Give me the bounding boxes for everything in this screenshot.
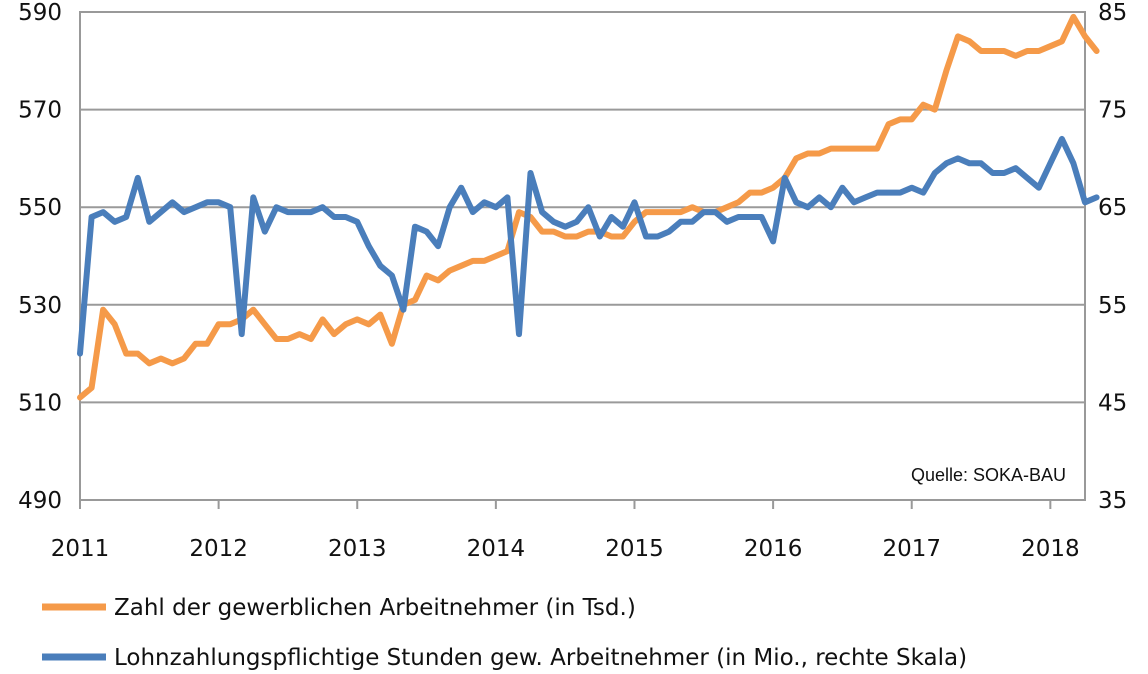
y-right-tick-label: 55 (1098, 293, 1127, 319)
source-note: Quelle: SOKA-BAU (911, 465, 1066, 485)
legend-label-1: Zahl der gewerblichen Arbeitnehmer (in T… (114, 595, 636, 621)
x-tick-label: 2012 (189, 536, 248, 562)
x-tick-label: 2015 (605, 536, 664, 562)
series-lines (77, 13, 1100, 401)
x-tick-label: 2014 (467, 536, 526, 562)
x-tick-label: 2017 (882, 536, 941, 562)
y-left-tick-label: 550 (18, 195, 62, 221)
legend-label-2: Lohnzahlungspflichtige Stunden gew. Arbe… (114, 645, 967, 671)
y-right-tick-label: 35 (1098, 488, 1127, 514)
y-left-tick-label: 510 (18, 390, 62, 416)
gridlines (80, 11, 1085, 501)
y-right-tick-label: 65 (1098, 195, 1127, 221)
y-left-tick-label: 490 (18, 488, 62, 514)
series-line-2 (77, 135, 1100, 357)
plot-area-frame (79, 11, 1086, 501)
y-left-tick-label: 570 (18, 98, 62, 124)
x-tick-label: 2016 (744, 536, 803, 562)
x-axis-labels: 2011 2012 2013 2014 2015 2016 2017 2018 (51, 536, 1080, 562)
x-tick-label: 2011 (51, 536, 110, 562)
y-right-tick-label: 85 (1098, 0, 1127, 26)
y-right-tick-label: 75 (1098, 98, 1127, 124)
legend: Zahl der gewerblichen Arbeitnehmer (in T… (42, 595, 967, 671)
y-axis-right-labels: 35 45 55 65 75 85 (1098, 0, 1127, 514)
series-line-1 (77, 13, 1100, 401)
x-axis-ticks (79, 500, 1052, 509)
x-tick-label: 2013 (328, 536, 387, 562)
x-tick-label: 2018 (1021, 536, 1080, 562)
y-axis-left-labels: 490 510 530 550 570 590 (18, 0, 62, 514)
y-left-tick-label: 530 (18, 293, 62, 319)
y-left-tick-label: 590 (18, 0, 62, 26)
y-right-tick-label: 45 (1098, 390, 1127, 416)
